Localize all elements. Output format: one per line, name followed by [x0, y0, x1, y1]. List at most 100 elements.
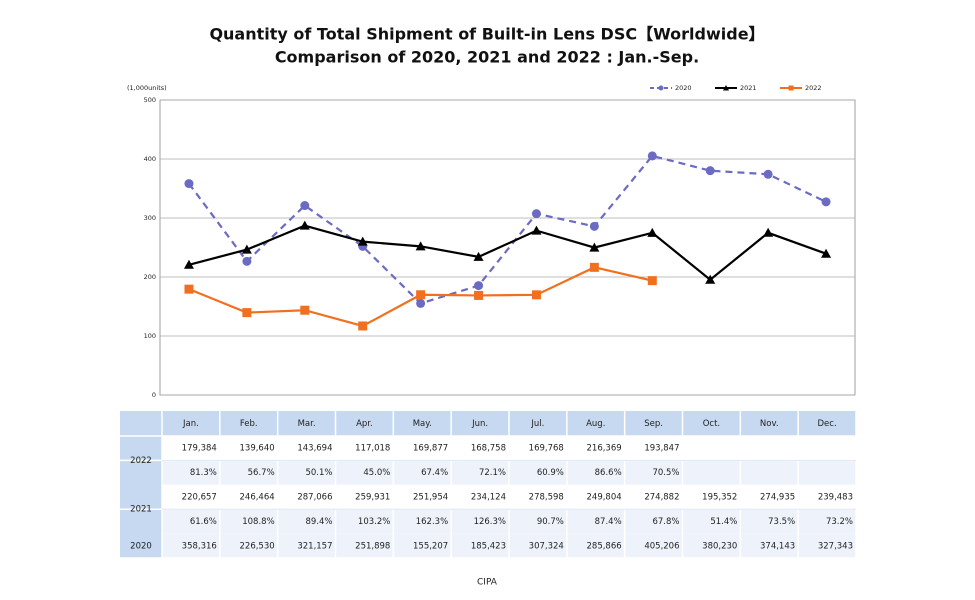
marker: [183, 259, 194, 269]
table-cell: 251,954: [413, 493, 448, 503]
table-cell: 168,758: [471, 444, 506, 454]
table-cell: 226,530: [240, 541, 275, 551]
marker: [589, 262, 599, 272]
y-tick-label: 300: [144, 214, 156, 222]
marker: [647, 151, 657, 161]
table-cell: 45.0%: [363, 468, 390, 478]
table-cell: 374,143: [760, 541, 795, 551]
table-header-cell: Sep.: [644, 419, 663, 429]
table-header-cell: May.: [413, 419, 432, 429]
table-cell: 86.6%: [595, 468, 622, 478]
table-header-cell: Nov.: [760, 419, 779, 429]
table-header-cell: Jan.: [182, 419, 199, 429]
y-tick-label: 200: [144, 273, 156, 281]
table-cell: 143,694: [297, 444, 332, 454]
table-cell: 285,866: [587, 541, 622, 551]
table-cell: 70.5%: [652, 468, 679, 478]
series-line: [188, 224, 827, 282]
table-cell: 195,352: [702, 493, 737, 503]
table-cell: 185,423: [471, 541, 506, 551]
chart-subtitle: Comparison of 2020, 2021 and 2022 : Jan.…: [275, 48, 699, 67]
table-header-cell: Jun.: [471, 419, 488, 429]
table-cell: 81.3%: [190, 468, 217, 478]
table-cell: 139,640: [240, 444, 275, 454]
table-cell: 162.3%: [416, 517, 448, 527]
table-cell: 278,598: [529, 493, 564, 503]
table-cell: 73.2%: [826, 517, 853, 527]
table-header-cell: Feb.: [240, 419, 258, 429]
legend-label: 2020: [675, 84, 692, 92]
legend-label: 2022: [805, 84, 822, 92]
legend-label: 2021: [740, 84, 757, 92]
chart-title: Quantity of Total Shipment of Built-in L…: [209, 25, 764, 44]
marker: [357, 236, 368, 246]
series-line: [188, 154, 827, 305]
table-cell: 234,124: [471, 493, 506, 503]
table-cell: 50.1%: [305, 468, 332, 478]
table-cell: 246,464: [240, 493, 275, 503]
y-tick-label: 500: [144, 96, 156, 104]
table-cell: 169,877: [413, 444, 448, 454]
table-cell: 89.4%: [305, 517, 332, 527]
marker: [474, 281, 484, 291]
marker: [474, 290, 484, 300]
table-cell: 90.7%: [537, 517, 564, 527]
table-cell: 216,369: [587, 444, 622, 454]
table-header: [120, 411, 856, 436]
marker: [647, 227, 658, 237]
marker: [416, 290, 426, 300]
table-cell: 259,931: [355, 493, 390, 503]
table-cell: 179,384: [182, 444, 217, 454]
marker: [473, 251, 484, 261]
table-row-label: 2021: [130, 505, 152, 515]
table-label-col: [120, 411, 162, 558]
table-cell: 87.4%: [595, 517, 622, 527]
marker: [358, 321, 368, 331]
marker: [242, 308, 252, 318]
table-cell: 274,882: [644, 493, 679, 503]
table-cell: 287,066: [297, 493, 332, 503]
table-header-cell: Aug.: [586, 419, 605, 429]
table-header-cell: Mar.: [298, 419, 316, 429]
legend-marker: [788, 85, 794, 91]
table-cell: 327,343: [818, 541, 853, 551]
table-cell: 193,847: [644, 444, 679, 454]
table-cell: 239,483: [818, 493, 853, 503]
table-cell: 73.5%: [768, 517, 795, 527]
marker: [531, 290, 541, 300]
marker: [589, 242, 600, 252]
table-cell: 72.1%: [479, 468, 506, 478]
marker: [299, 220, 310, 230]
marker: [300, 201, 310, 211]
table-cell: 51.4%: [710, 517, 737, 527]
table-cell: 380,230: [702, 541, 737, 551]
marker: [763, 169, 773, 179]
marker: [821, 197, 831, 207]
y-tick-label: 0: [152, 391, 156, 399]
table-cell: 251,898: [355, 541, 390, 551]
table-cell: 108.8%: [242, 517, 274, 527]
marker: [184, 284, 194, 294]
table-cell: 249,804: [587, 493, 622, 503]
marker: [241, 244, 252, 254]
marker: [416, 298, 426, 308]
table-cell: 274,935: [760, 493, 795, 503]
table-cell: 60.9%: [537, 468, 564, 478]
marker: [531, 225, 542, 235]
marker: [705, 274, 716, 284]
table-header-cell: Oct.: [703, 419, 720, 429]
table-row-label: 2020: [130, 541, 152, 551]
table-header-cell: Dec.: [818, 419, 837, 429]
legend-marker: [658, 85, 664, 91]
table-cell: 67.4%: [421, 468, 448, 478]
marker: [647, 276, 657, 286]
source: CIPA: [477, 578, 498, 588]
table-cell: 358,316: [182, 541, 217, 551]
table-cell: 61.6%: [190, 517, 217, 527]
y-axis-label: (1,000units): [127, 84, 167, 92]
y-tick-label: 100: [144, 332, 156, 340]
marker: [763, 227, 774, 237]
table-cell: 169,768: [529, 444, 564, 454]
table-cell: 405,206: [644, 541, 679, 551]
